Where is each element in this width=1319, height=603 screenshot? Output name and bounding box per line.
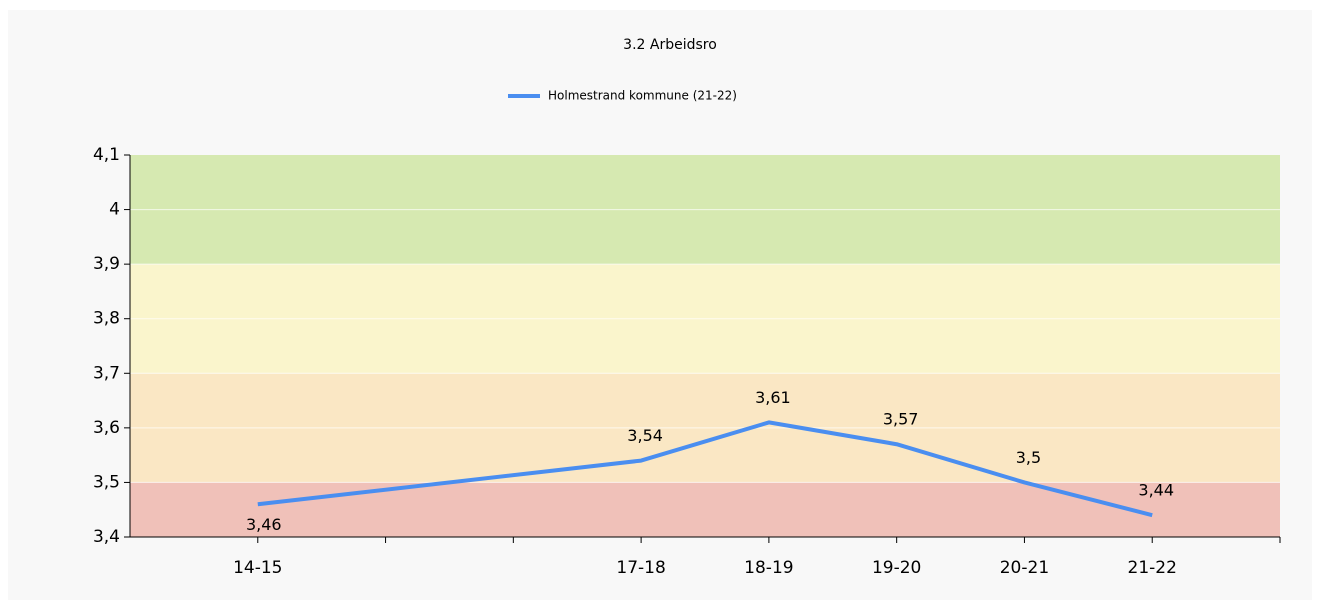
y-tick-label: 3,4	[93, 527, 120, 547]
y-tick-label: 3,7	[93, 363, 120, 383]
data-label: 3,46	[246, 515, 282, 534]
x-tick-label: 19-20	[872, 558, 921, 578]
x-tick-label: 21-22	[1128, 558, 1177, 578]
legend-label: Holmestrand kommune (21-22)	[548, 89, 737, 103]
x-tick-label: 14-15	[233, 558, 282, 578]
x-tick-label: 20-21	[1000, 558, 1049, 578]
x-tick-label: 17-18	[616, 558, 665, 578]
y-tick-label: 4	[109, 200, 120, 220]
band	[130, 482, 1280, 537]
y-tick-label: 3,9	[93, 254, 120, 274]
series-line	[257, 420, 1153, 518]
y-tick-label: 3,8	[93, 309, 120, 329]
x-tick-label: 18-19	[744, 558, 793, 578]
data-label: 3,44	[1138, 481, 1174, 500]
chart-title: 3.2 Arbeidsro	[623, 37, 717, 53]
data-label: 3,61	[755, 388, 791, 407]
data-label: 3,57	[883, 410, 919, 429]
data-label: 3,5	[1016, 448, 1041, 467]
y-tick-label: 4,1	[93, 145, 120, 165]
y-tick-label: 3,5	[93, 472, 120, 492]
y-tick-label: 3,6	[93, 418, 120, 438]
data-label: 3,54	[627, 426, 663, 445]
